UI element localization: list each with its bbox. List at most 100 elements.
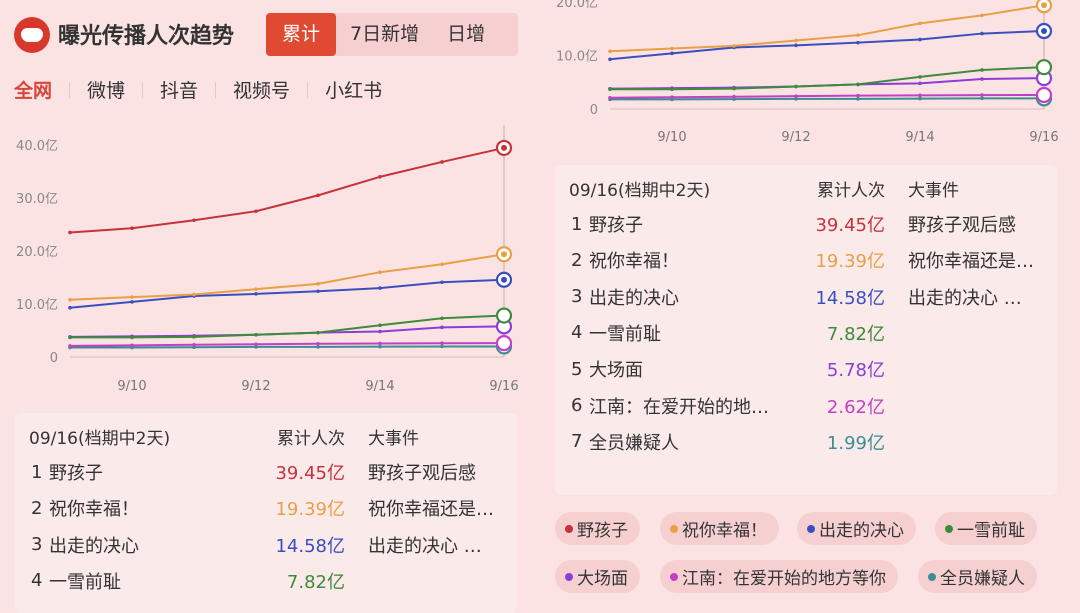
data-point	[440, 344, 444, 349]
table-row[interactable]: 5 大场面 5.78亿	[555, 351, 1057, 387]
data-point	[918, 37, 922, 42]
tab-cumulative[interactable]: 累计	[266, 13, 337, 56]
data-point	[980, 77, 984, 81]
cumulative-value: 2.62亿	[826, 396, 885, 418]
platform-tab-all[interactable]: 全网	[14, 80, 53, 102]
table-row[interactable]: 4 一雪前耻 7.82亿	[15, 563, 517, 599]
data-point	[316, 341, 320, 346]
platform-tab-weibo[interactable]: 微博	[87, 80, 126, 102]
event-link[interactable]: 野孩子观后感	[908, 215, 1016, 236]
series-line	[69, 278, 505, 309]
legend-item[interactable]: 全员嫌疑人	[918, 560, 1037, 593]
data-point	[732, 86, 736, 91]
series-line	[609, 93, 1045, 99]
table-row[interactable]: 1 野孩子 39.45亿 野孩子观后感	[15, 454, 517, 490]
x-tick-label: 9/12	[241, 379, 270, 394]
y-tick-label: 40.0亿	[16, 139, 58, 154]
data-point	[980, 31, 984, 36]
data-point	[918, 81, 922, 86]
end-point-marker[interactable]	[495, 335, 513, 352]
data-point	[856, 82, 860, 87]
cumulative-value: 19.39亿	[275, 499, 345, 521]
legend-item[interactable]: 大场面	[555, 560, 640, 593]
platform-tab-douyin[interactable]: 抖音	[160, 80, 199, 102]
movie-name: 野孩子	[589, 215, 643, 236]
data-point	[794, 97, 798, 101]
event-link[interactable]: 祝你幸福还是…	[908, 251, 1034, 273]
x-tick-label: 9/10	[117, 379, 146, 394]
table-row[interactable]: 3 出走的决心 14.58亿 出走的决心 …	[555, 279, 1057, 315]
legend-item[interactable]: 祝你幸福！	[660, 512, 779, 545]
series-line	[610, 97, 1045, 101]
table-row[interactable]: 2 祝你幸福！ 19.39亿 祝你幸福还是…	[555, 242, 1057, 278]
tab-7day[interactable]: 7日新增	[350, 23, 420, 45]
table-row[interactable]: 2 祝你幸福！ 19.39亿 祝你幸福还是…	[15, 490, 517, 526]
event-link[interactable]: 出走的决心 …	[368, 535, 482, 557]
data-point	[980, 13, 984, 18]
data-point	[608, 57, 612, 62]
rank: 1	[571, 213, 583, 235]
data-point	[68, 297, 72, 302]
table-row[interactable]: 3 出走的决心 14.58亿 出走的决心 …	[15, 527, 517, 563]
legend-dot-icon	[670, 524, 678, 533]
rank: 4	[571, 322, 583, 344]
rank: 2	[571, 249, 583, 271]
data-point	[254, 342, 258, 347]
page-title: 曝光传播人次趋势	[58, 24, 235, 49]
legend-item[interactable]: 野孩子	[555, 512, 640, 545]
y-tick-label: 0	[590, 103, 598, 118]
platform-tab-xiaohongshu[interactable]: 小红书	[325, 80, 383, 102]
data-point	[378, 175, 382, 179]
series-line	[609, 4, 1045, 53]
table-row[interactable]: 6 江南：在爱开始的地… 2.62亿	[555, 388, 1057, 424]
data-point	[856, 33, 860, 37]
event-link[interactable]: 出走的决心 …	[908, 287, 1022, 309]
data-point	[918, 93, 922, 98]
rank: 6	[571, 395, 583, 416]
legend-item[interactable]: 出走的决心	[797, 512, 916, 545]
legend-item[interactable]: 一雪前耻	[935, 512, 1037, 545]
series-line	[69, 342, 505, 347]
data-point	[856, 97, 860, 101]
legend-label: 一雪前耻	[957, 521, 1025, 541]
data-point	[316, 193, 320, 198]
rank: 1	[31, 461, 43, 483]
legend-label: 野孩子	[577, 521, 628, 541]
data-point	[130, 335, 134, 340]
data-point	[68, 335, 72, 340]
legend-item[interactable]: 江南：在爱开始的地方等你	[660, 560, 898, 593]
data-point	[378, 341, 382, 346]
maoyan-logo-icon	[14, 17, 50, 53]
data-point	[732, 94, 736, 99]
end-point-dot	[501, 251, 507, 258]
data-point	[440, 160, 444, 164]
data-point	[670, 87, 674, 92]
tab-daily[interactable]: 日增	[447, 23, 486, 45]
table-row[interactable]: 7 全员嫌疑人 1.99亿	[555, 424, 1057, 460]
data-point	[254, 332, 258, 337]
data-point	[254, 209, 258, 214]
data-point	[378, 286, 382, 290]
rank: 4	[31, 570, 43, 592]
event-link[interactable]: 野孩子观后感	[368, 463, 476, 484]
platform-tab-channels[interactable]: 视频号	[233, 80, 291, 102]
data-point	[918, 75, 922, 79]
divider	[69, 81, 71, 98]
col-header-value: 累计人次	[817, 180, 885, 201]
data-point	[130, 300, 134, 304]
series-line	[609, 77, 1045, 90]
data-point	[856, 40, 860, 45]
movie-name: 大场面	[589, 360, 643, 382]
event-link[interactable]: 祝你幸福还是…	[368, 499, 494, 521]
end-point-marker[interactable]	[1035, 86, 1053, 104]
data-point	[918, 21, 922, 26]
movie-name: 出走的决心	[49, 535, 139, 557]
table-row[interactable]: 1 野孩子 39.45亿 野孩子观后感	[555, 206, 1057, 242]
end-point-dot	[501, 276, 507, 283]
legend-label: 江南：在爱开始的地方等你	[682, 569, 886, 589]
table-row[interactable]: 4 一雪前耻 7.82亿	[555, 315, 1057, 351]
end-point-marker[interactable]	[1035, 59, 1053, 76]
end-point-marker[interactable]	[495, 307, 513, 324]
table-header: 09/16(档期中2天) 累计人次 大事件	[555, 170, 1057, 206]
